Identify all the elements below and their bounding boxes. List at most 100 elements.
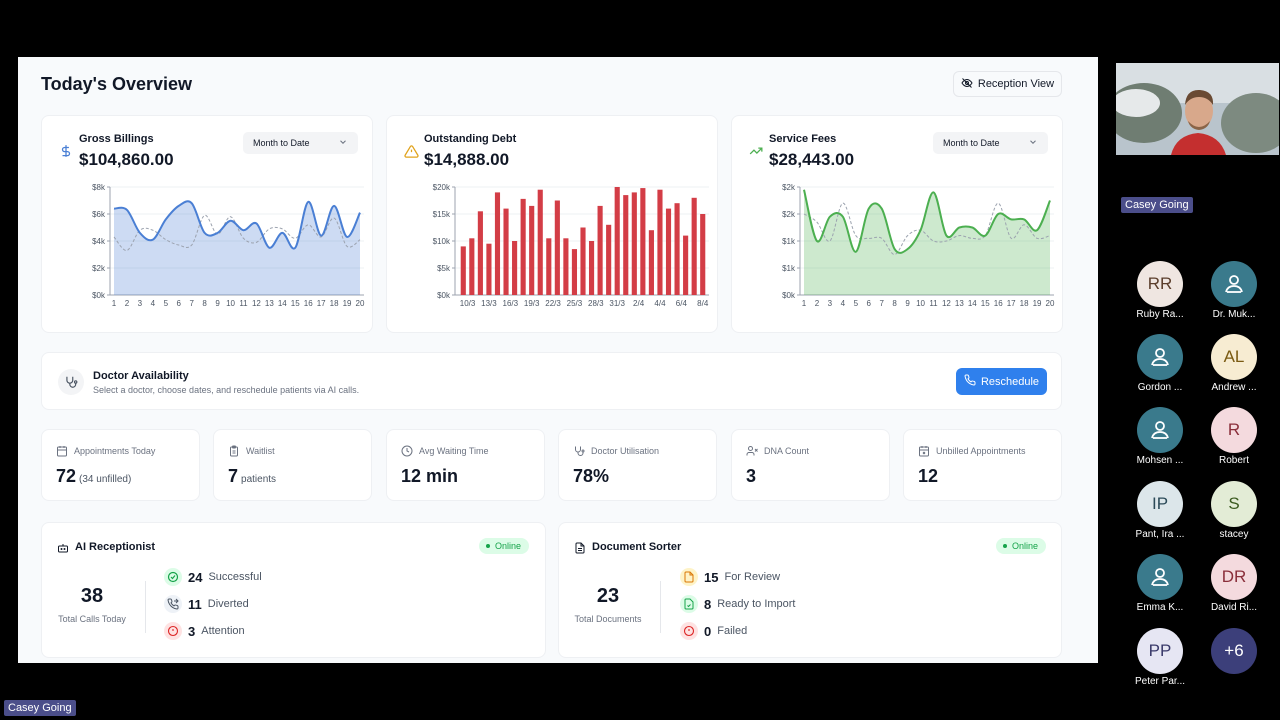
participant-tile[interactable]: +6 — [1199, 628, 1269, 674]
x-tick-label: 18 — [330, 299, 339, 308]
person-icon — [1151, 568, 1169, 586]
y-tick-label: $0k — [782, 291, 796, 300]
x-tick-label: 15 — [981, 299, 990, 308]
participant-avatar — [1211, 261, 1257, 307]
y-tick-label: $2k — [782, 183, 796, 192]
doctor-availability-card: Doctor Availability Select a doctor, cho… — [41, 352, 1062, 410]
x-tick-label: 6/4 — [676, 299, 688, 308]
screen-share-name-tag: Casey Going — [4, 700, 76, 716]
shared-screen: Today's Overview Reception View Gross Bi… — [18, 57, 1098, 663]
series-line-primary — [113, 200, 361, 250]
x-tick-label: 9 — [215, 299, 220, 308]
bar — [683, 235, 689, 295]
bar — [469, 238, 475, 295]
x-tick-label: 20 — [356, 299, 365, 308]
x-tick-label: 19/3 — [524, 299, 540, 308]
divider — [145, 581, 146, 633]
x-tick-label: 4/4 — [654, 299, 666, 308]
total-calls-value: 38 — [80, 585, 104, 607]
x-tick-label: 8 — [892, 299, 897, 308]
participant-name: Andrew ... — [1211, 382, 1257, 393]
bar — [631, 192, 637, 295]
file-check-icon — [680, 595, 698, 613]
x-tick-label: 6 — [177, 299, 182, 308]
participant-initials: AL — [1223, 347, 1245, 366]
gross-billings-period-select[interactable]: Month to Date — [243, 132, 358, 154]
presenter-name-tag: Casey Going — [1121, 197, 1193, 213]
x-tick-label: 7 — [189, 299, 194, 308]
period-select-value: Month to Date — [943, 138, 1000, 148]
participant-tile[interactable]: Gordon ... — [1125, 334, 1195, 393]
x-tick-label: 3 — [828, 299, 833, 308]
participant-initials: DR — [1221, 567, 1247, 586]
y-tick-label: $15k — [433, 210, 451, 219]
x-tick-label: 11 — [929, 299, 938, 308]
participant-avatar: IP — [1137, 481, 1183, 527]
participant-initials: IP — [1151, 494, 1169, 513]
document-sorter-title: Document Sorter — [592, 541, 682, 553]
participant-tile[interactable]: AL Andrew ... — [1199, 334, 1269, 393]
bar — [597, 205, 603, 295]
bar — [606, 224, 612, 295]
y-tick-label: $8k — [92, 183, 106, 192]
x-tick-label: 11 — [239, 299, 248, 308]
bar — [674, 203, 680, 295]
service-fees-period-select[interactable]: Month to Date — [933, 132, 1048, 154]
service-fees-value: $28,443.00 — [769, 150, 855, 169]
y-tick-label: $0k — [437, 291, 451, 300]
x-tick-label: 1 — [112, 299, 117, 308]
list-item: 3 Attention — [164, 622, 245, 640]
y-tick-label: $0k — [92, 291, 106, 300]
x-tick-label: 8/4 — [697, 299, 709, 308]
bar — [571, 249, 578, 295]
x-tick-label: 10 — [916, 299, 925, 308]
y-tick-label: $6k — [92, 210, 106, 219]
x-tick-label: 10/3 — [460, 299, 476, 308]
list-item: 0 Failed — [680, 622, 747, 640]
bar — [614, 187, 620, 295]
participant-tile[interactable]: PP Peter Par... — [1125, 628, 1195, 687]
participant-avatar: DR — [1211, 554, 1257, 600]
participant-tile[interactable]: Dr. Muk... — [1199, 261, 1269, 320]
series-line-primary — [803, 189, 1051, 254]
stat-value: 72 (34 unfilled) — [56, 466, 132, 486]
participant-tile[interactable]: R Robert — [1199, 407, 1269, 466]
participant-name: David Ri... — [1210, 602, 1258, 613]
x-tick-label: 20 — [1046, 299, 1055, 308]
participant-tile[interactable]: RR Ruby Ra... — [1125, 261, 1195, 320]
participant-tile[interactable]: Mohsen ... — [1125, 407, 1195, 466]
bar — [529, 205, 535, 295]
x-tick-label: 5 — [854, 299, 859, 308]
calendar-x-icon — [919, 446, 929, 457]
chevron-down-icon — [1028, 137, 1038, 149]
x-tick-label: 19 — [1033, 299, 1042, 308]
participant-tile[interactable]: DR David Ri... — [1199, 554, 1269, 613]
participant-avatar — [1137, 334, 1183, 380]
bar — [520, 198, 526, 295]
x-tick-label: 16 — [304, 299, 313, 308]
reception-view-button[interactable]: Reception View — [953, 71, 1062, 97]
ai-receptionist-card: AI Receptionist Online 38 Total Calls To… — [41, 522, 546, 658]
gross-billings-title: Gross Billings — [79, 133, 154, 145]
stat-label: Waitlist — [246, 446, 275, 456]
check-circle-icon — [164, 568, 182, 586]
y-tick-label: $20k — [433, 183, 451, 192]
participant-avatar: S — [1211, 481, 1257, 527]
phone-forward-icon — [164, 595, 182, 613]
clipboard-icon — [230, 445, 238, 457]
participant-name: Robert — [1218, 455, 1249, 466]
bar — [691, 197, 697, 295]
bar — [477, 211, 483, 295]
reschedule-button[interactable]: Reschedule — [956, 368, 1047, 395]
list-item: 11 Diverted — [164, 595, 249, 613]
participant-tile[interactable]: IP Pant, Ira ... — [1125, 481, 1195, 540]
phone-icon — [964, 374, 976, 389]
stat-unbilled-appointments: Unbilled Appointments 12 — [903, 429, 1062, 501]
participant-tile[interactable]: Emma K... — [1125, 554, 1195, 613]
x-tick-label: 5 — [164, 299, 169, 308]
x-tick-label: 17 — [317, 299, 326, 308]
x-tick-label: 16 — [994, 299, 1003, 308]
participant-initials: S — [1228, 494, 1240, 513]
